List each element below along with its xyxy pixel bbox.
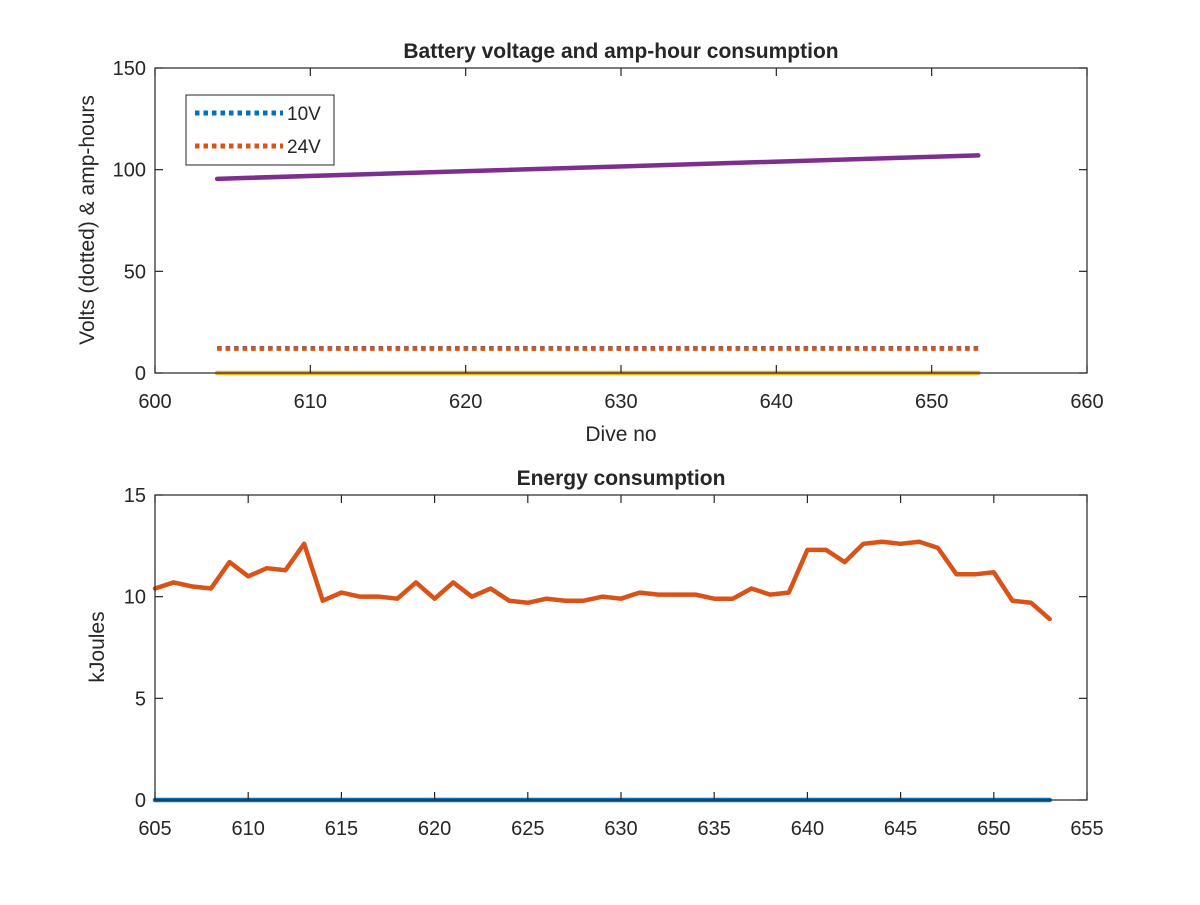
voltage-ticks: 600 610 620 630 640 650 660 0 50 100 150 [113, 58, 1104, 413]
energy-y-tick-label: 10 [124, 587, 146, 609]
voltage-series-3-line [214, 153, 981, 182]
voltage-x-tick-label: 640 [760, 391, 793, 413]
voltage-x-tick-label: 630 [604, 391, 637, 413]
voltage-y-tick-label: 0 [135, 363, 146, 385]
legend-box [185, 94, 335, 166]
voltage-y-tick-label: 150 [113, 58, 146, 80]
voltage-chart-title: Battery voltage and amp-hour consumption [403, 40, 838, 63]
energy-x-tick-label: 625 [511, 818, 544, 840]
energy-x-tick-label: 620 [418, 818, 451, 840]
voltage-x-tick-label: 650 [915, 391, 948, 413]
energy-x-tick-label: 655 [1070, 818, 1103, 840]
energy-x-tick-label: 605 [138, 818, 171, 840]
energy-x-tick-label: 610 [232, 818, 265, 840]
energy-x-tick-label: 645 [884, 818, 917, 840]
energy-y-tick-label: 5 [135, 688, 146, 710]
energy-axes: 605 610 615 620 625 630 635 640 645 650 655051015 … [86, 467, 1104, 840]
voltage-x-tick-label: 610 [294, 391, 327, 413]
voltage-x-tick-label: 600 [138, 391, 171, 413]
legend: 10V 24V [185, 94, 335, 166]
legend-label-10v: 10V [287, 104, 321, 125]
energy-x-tick-label: 650 [977, 818, 1010, 840]
voltage-y-tick-label: 100 [113, 160, 146, 182]
voltage-y-axis-label: Volts (dotted) & amp-hours [76, 95, 99, 345]
voltage-x-tick-label: 620 [449, 391, 482, 413]
energy-x-tick-label: 635 [698, 818, 731, 840]
energy-y-tick-label: 15 [124, 485, 146, 507]
energy-y-axis-label: kJoules [86, 611, 109, 682]
energy-ticks: 605 610 615 620 625 630 635 640 645 650 655 0 5 10 15 [124, 485, 1104, 840]
energy-x-tick-label: 615 [325, 818, 358, 840]
voltage-x-tick-label: 660 [1070, 391, 1103, 413]
energy-x-tick-label: 630 [604, 818, 637, 840]
energy-series-1-line [152, 539, 1052, 622]
voltage-x-axis-label: Dive no [585, 423, 656, 446]
voltage-y-tick-label: 50 [124, 261, 146, 283]
voltage-axes: 600 610 620 630 640 650 660 0 50 100 150 Battery v… [76, 40, 1104, 446]
energy-x-tick-label: 640 [791, 818, 824, 840]
legend-label-24v: 24V [287, 137, 321, 158]
energy-plot-area [155, 495, 1087, 800]
energy-chart-title: Energy consumption [517, 467, 726, 490]
energy-y-tick-label: 0 [135, 790, 146, 812]
